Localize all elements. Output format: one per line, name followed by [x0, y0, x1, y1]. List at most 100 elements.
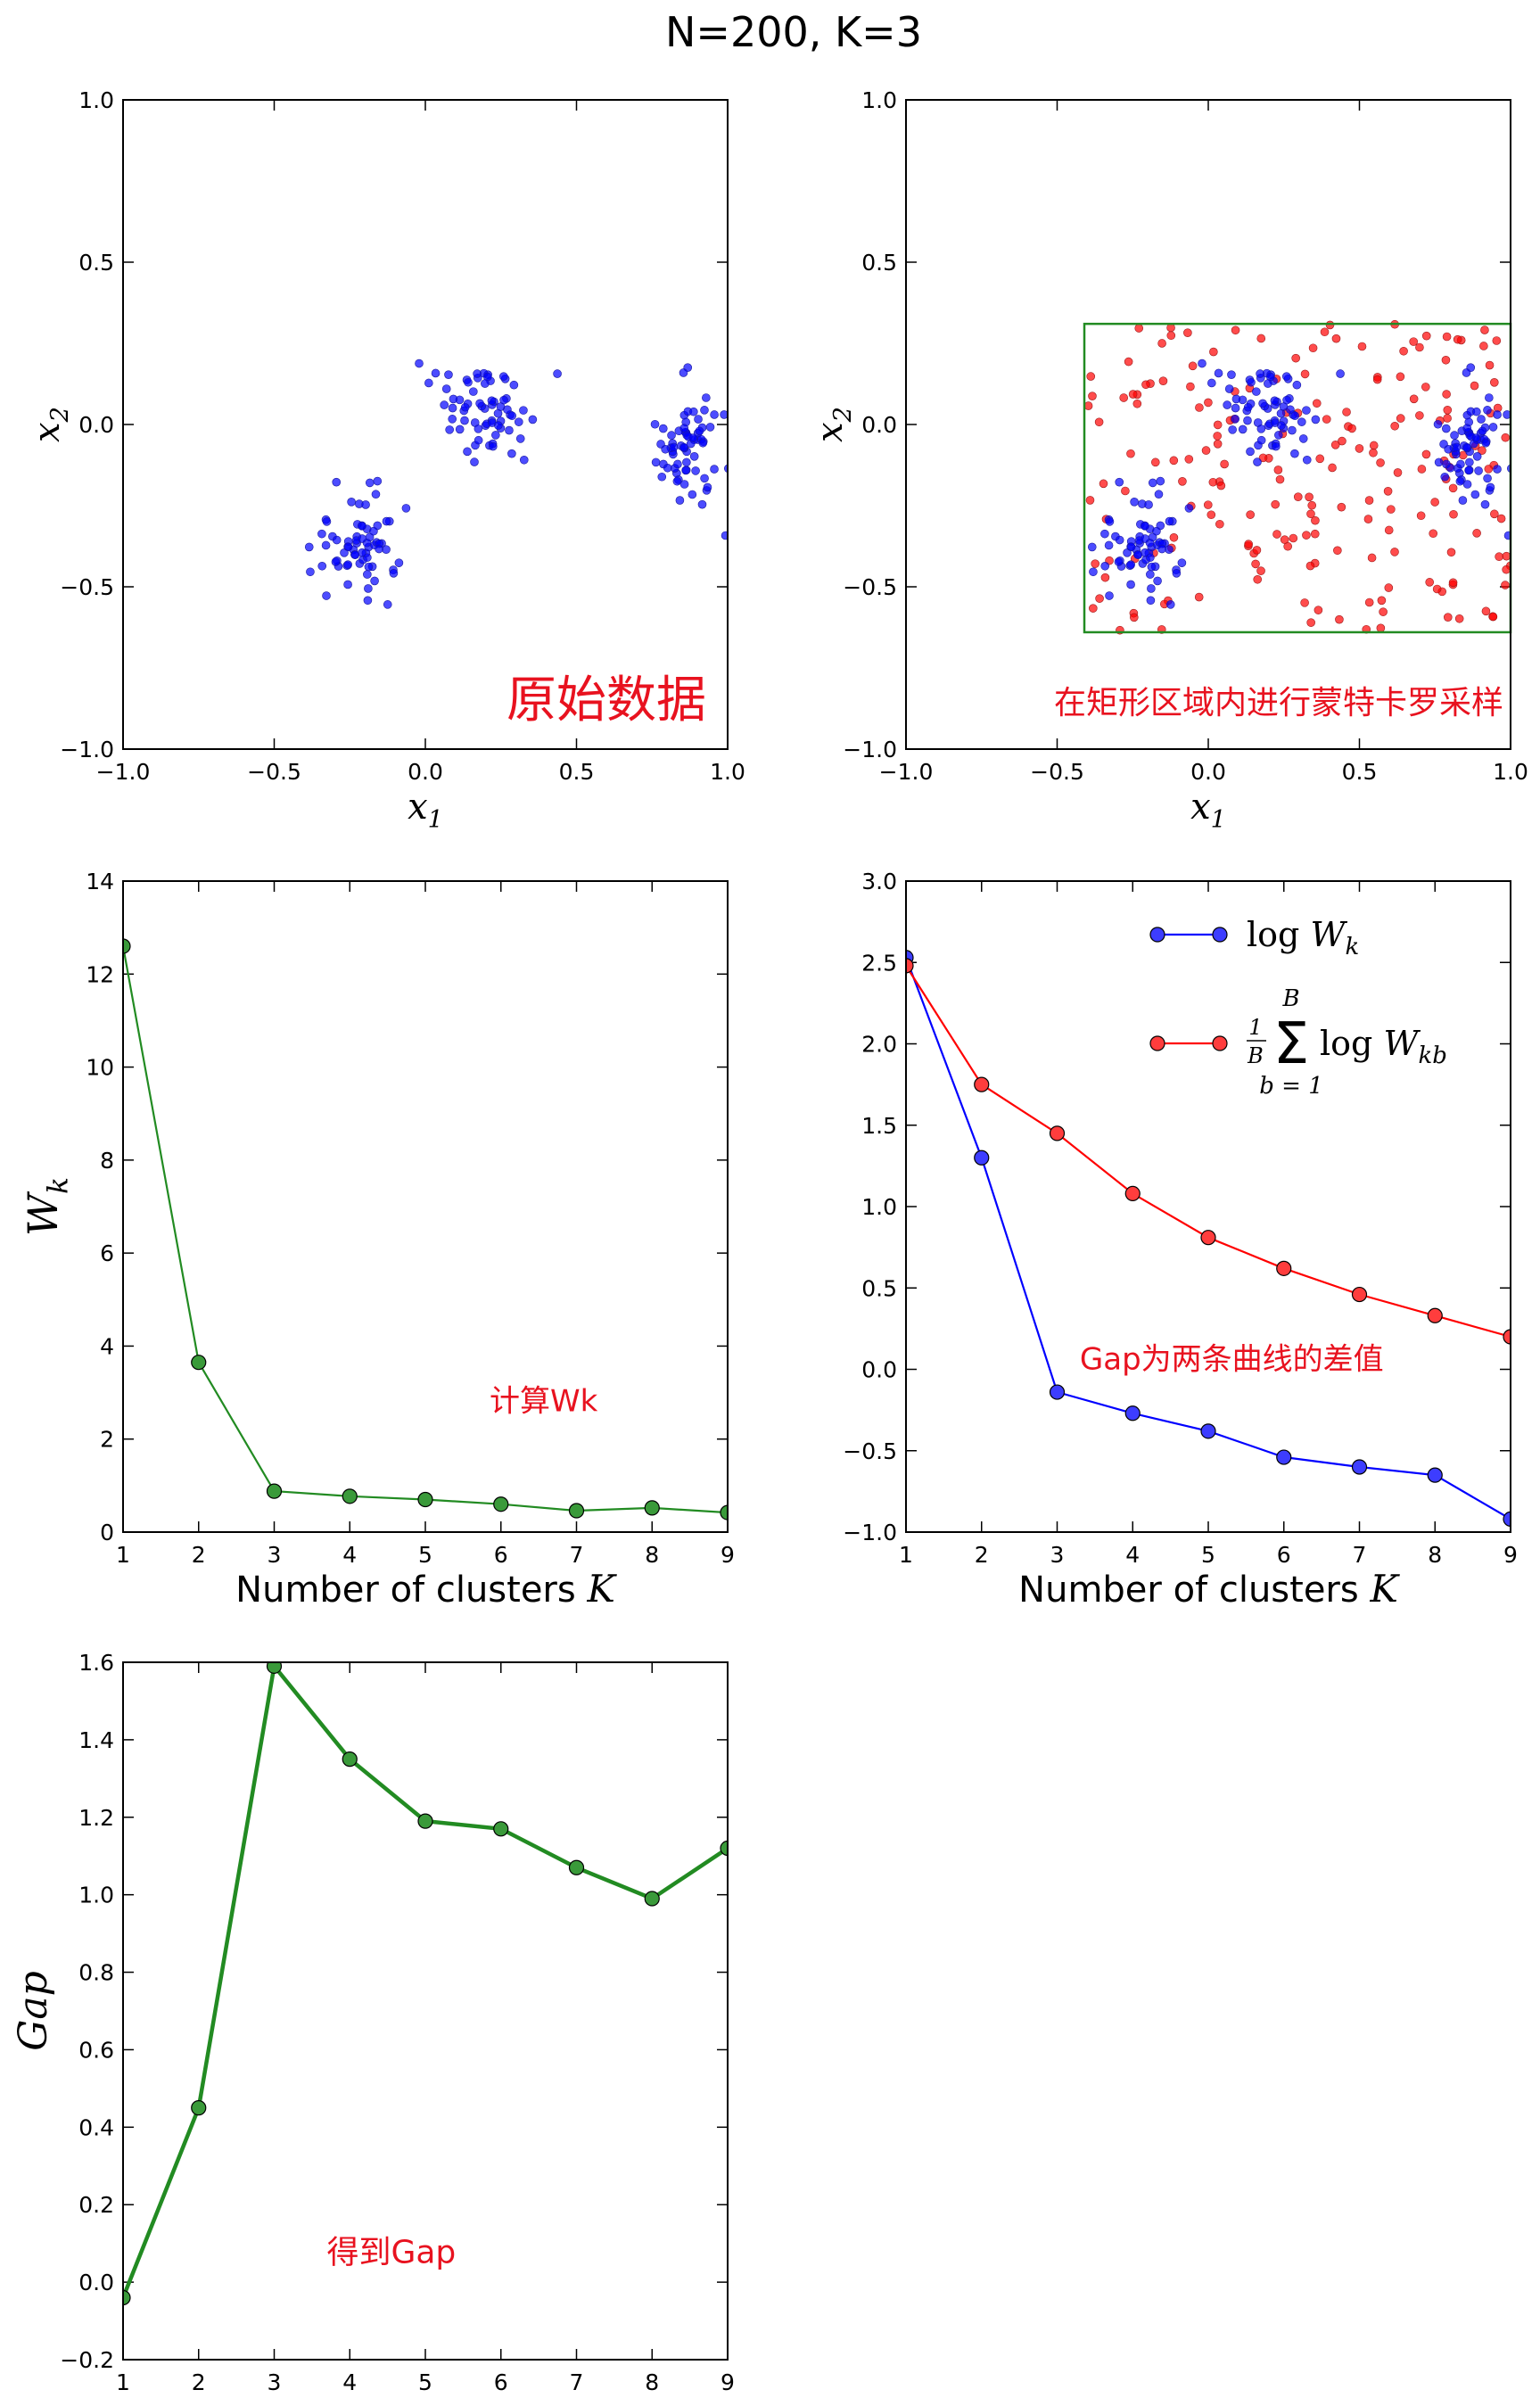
data-point — [974, 1076, 990, 1092]
sample-point — [1342, 408, 1351, 416]
x-tick-label: 2 — [192, 2369, 206, 2395]
data-point — [1105, 517, 1115, 526]
data-point — [1256, 435, 1266, 445]
data-point — [1165, 545, 1174, 554]
data-point — [1272, 441, 1281, 451]
x-tick-label: 6 — [1277, 1542, 1291, 1568]
data-point — [1474, 466, 1483, 475]
x-tick-label: 9 — [721, 2369, 735, 2395]
data-point — [1478, 426, 1487, 436]
data-point — [1462, 368, 1471, 377]
sample-point — [1201, 446, 1211, 455]
data-point — [371, 490, 381, 499]
sample-point — [1178, 476, 1187, 486]
sample-point — [1273, 466, 1283, 474]
x-axis-label: x1 — [408, 787, 443, 834]
data-point — [266, 1483, 283, 1499]
data-point — [1224, 384, 1234, 393]
data-point — [650, 419, 660, 429]
data-point — [1455, 476, 1465, 486]
sample-point — [1195, 403, 1204, 412]
data-point — [1456, 459, 1465, 469]
sample-point — [1479, 342, 1488, 350]
data-point — [702, 393, 711, 402]
data-point — [1184, 504, 1194, 513]
sample-point — [1502, 564, 1511, 574]
sample-point — [1355, 444, 1364, 453]
legend-frac-denominator: B — [1247, 1043, 1264, 1068]
data-point — [509, 380, 519, 390]
data-point — [494, 421, 503, 430]
data-point — [679, 480, 689, 489]
sample-point — [1246, 510, 1255, 519]
plot-frame — [122, 1661, 729, 2361]
y-tick-label: 0.0 — [78, 412, 114, 438]
panel-gap-curve: 1 2 3 4 5 6 7 8 9 −0.2 0.0 0.2 0.4 0.6 0.8 1.0 1.2 1.4 1.6… — [11, 1650, 735, 2398]
data-point — [1089, 567, 1098, 577]
y-axis-label: x2 — [27, 407, 74, 442]
sample-point — [1203, 500, 1213, 509]
sample-point — [1188, 361, 1198, 371]
sample-point — [1409, 337, 1419, 346]
data-point — [343, 542, 353, 552]
data-point — [317, 561, 327, 571]
x-tick-label: 5 — [418, 1542, 432, 1568]
x-tick-label: 3 — [1050, 1542, 1065, 1568]
data-point — [1124, 1185, 1141, 1202]
y-tick-label: 2.5 — [861, 950, 897, 976]
data-point — [1290, 449, 1299, 458]
sample-point — [1320, 327, 1330, 337]
data-point — [1157, 544, 1166, 554]
sample-point — [1124, 357, 1133, 367]
data-point — [448, 403, 457, 413]
x-tick-label: 1 — [899, 1542, 913, 1568]
data-point — [473, 369, 482, 378]
data-point — [445, 425, 454, 434]
data-point — [1302, 406, 1311, 415]
sample-point — [1481, 606, 1491, 616]
sample-point — [1231, 326, 1240, 335]
data-point — [1165, 516, 1174, 526]
data-point — [1227, 370, 1236, 379]
panel-original-data: −1.0 −0.5 0.0 0.5 1.0 −1.0 −0.5 0.0 0.5 1.0 原始数据 x1… — [27, 87, 745, 834]
data-point — [697, 499, 707, 509]
data-point — [1154, 490, 1164, 499]
data-point — [364, 562, 374, 572]
data-point — [424, 378, 433, 388]
data-point — [1458, 496, 1468, 505]
data-point — [679, 424, 689, 433]
data-point — [370, 576, 379, 586]
x-tick-label: 0.0 — [408, 759, 443, 785]
data-point — [689, 452, 699, 461]
sample-point — [1094, 417, 1104, 427]
sample-point — [1415, 342, 1424, 352]
data-point — [415, 358, 424, 368]
data-point — [1351, 1459, 1368, 1475]
data-point — [1427, 1307, 1443, 1323]
data-point — [463, 447, 472, 457]
data-point — [695, 426, 704, 436]
data-point — [1105, 591, 1114, 600]
data-point — [343, 560, 352, 569]
y-tick-label: −0.5 — [843, 574, 897, 600]
y-axis-label: Gap — [11, 1971, 56, 2051]
data-point — [710, 465, 719, 474]
panel-logwk-curves: 1 2 3 4 5 6 7 8 9 −1.0 −0.5 0.0 0.5 1.0 1.5 2.0 2.5 3.0 Nu… — [843, 869, 1518, 1611]
data-point — [1141, 534, 1149, 543]
data-point — [1252, 387, 1261, 396]
data-point — [720, 1840, 728, 1857]
data-point — [449, 394, 458, 404]
sample-point — [1443, 414, 1452, 423]
data-point — [123, 938, 131, 954]
x-tick-label: 4 — [342, 2369, 357, 2395]
data-point — [1147, 584, 1156, 593]
data-point — [1472, 452, 1482, 461]
data-point — [514, 417, 523, 426]
data-point — [1274, 431, 1283, 440]
sample-point — [1448, 578, 1458, 588]
x-tick-label: 1.0 — [1493, 759, 1528, 785]
x-tick-label: 3 — [268, 2369, 282, 2395]
y-tick-label: −1.0 — [843, 737, 897, 762]
data-point — [688, 433, 698, 442]
